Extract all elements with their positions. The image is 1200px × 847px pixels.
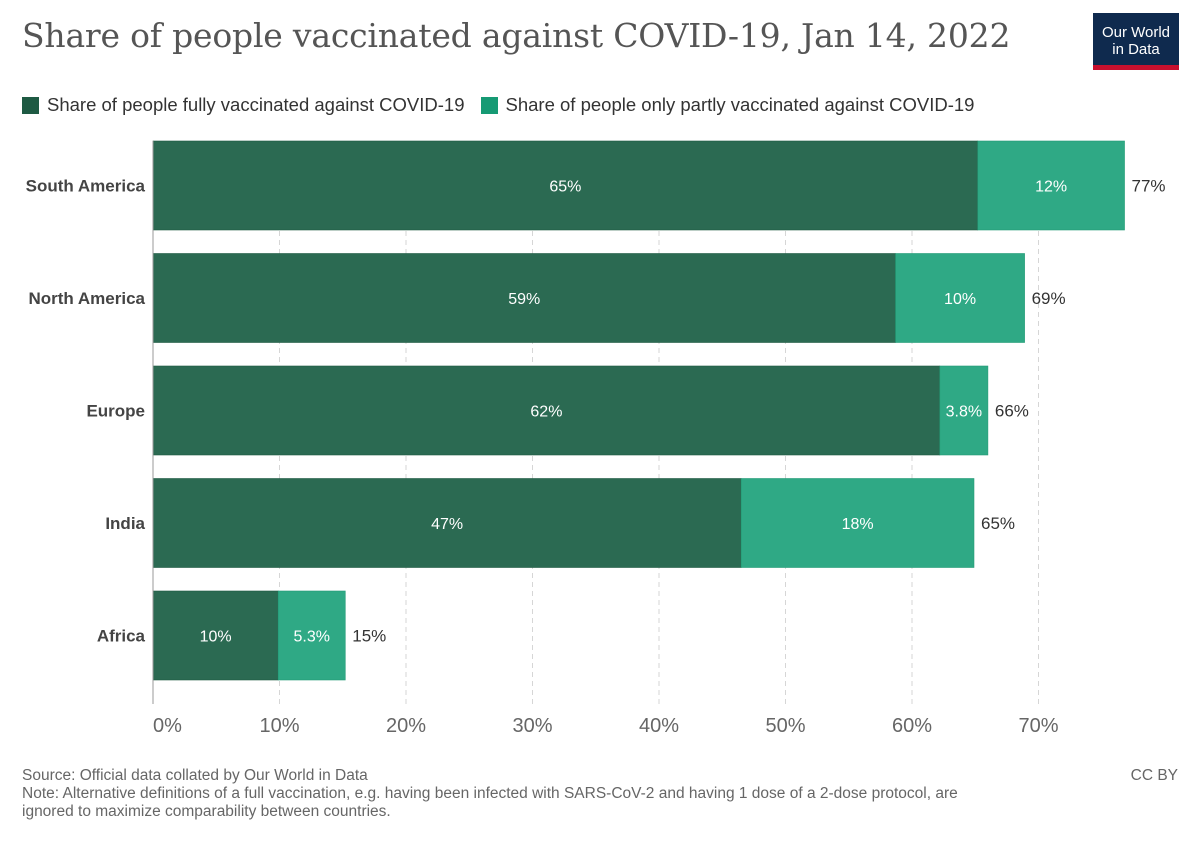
source-note: Source: Official data collated by Our Wo…	[22, 767, 1122, 821]
bar-fully-2	[152, 365, 941, 456]
x-tick-label-0: 0%	[153, 715, 182, 737]
bar-label-partly-2: 3.8%	[946, 404, 982, 421]
license-label[interactable]: CC BY	[1130, 767, 1178, 784]
logo-line-1: Our World	[1101, 24, 1171, 41]
bar-fully-0	[152, 140, 979, 231]
bar-partly-3	[740, 478, 975, 568]
bar-label-fully-3: 47%	[431, 516, 463, 533]
x-tick-label-20: 20%	[386, 715, 426, 737]
total-label-0: 77%	[1132, 177, 1166, 196]
total-label-2: 66%	[995, 402, 1029, 421]
total-label-1: 69%	[1032, 289, 1066, 308]
total-label-3: 65%	[981, 514, 1015, 533]
source-text: Source: Official data collated by Our Wo…	[22, 767, 368, 784]
bar-fully-4	[152, 590, 279, 681]
x-tick-label-70: 70%	[1018, 715, 1058, 737]
bar-label-partly-4: 5.3%	[294, 629, 330, 646]
bar-label-fully-4: 10%	[200, 629, 232, 646]
bar-chart: 65% 12% 77% South America 59% 10% 69% North Ame…	[26, 140, 1166, 737]
logo-line-2: in Data	[1112, 41, 1160, 58]
legend-item-fully[interactable]: Share of people fully vaccinated against…	[22, 94, 465, 116]
x-tick-label-50: 50%	[765, 715, 805, 737]
category-label-0: South America	[26, 177, 146, 196]
x-tick-label-60: 60%	[892, 715, 932, 737]
bar-partly-4	[277, 590, 346, 681]
x-tick-label-10: 10%	[259, 715, 299, 737]
bar-partly-2	[939, 365, 989, 456]
category-label-1: North America	[28, 289, 145, 308]
category-label-2: Europe	[86, 402, 145, 421]
bar-label-partly-0: 12%	[1035, 179, 1067, 196]
chart-title: Share of people vaccinated against COVID…	[22, 16, 1011, 55]
bar-fully-1	[152, 253, 896, 343]
bar-label-partly-3: 18%	[842, 516, 874, 533]
legend-swatch-partly	[480, 96, 498, 114]
total-label-4: 15%	[352, 627, 386, 646]
legend-label-fully: Share of people fully vaccinated against…	[47, 94, 465, 115]
bar-label-fully-2: 62%	[530, 404, 562, 421]
x-tick-label-30: 30%	[512, 715, 552, 737]
legend-label-partly: Share of people only partly vaccinated a…	[505, 94, 975, 115]
bar-partly-1	[895, 253, 1025, 343]
category-label-3: India	[105, 514, 145, 533]
bar-label-fully-0: 65%	[549, 179, 581, 196]
note-line-1: Note: Alternative definitions of a full …	[22, 785, 958, 802]
bar-label-fully-1: 59%	[508, 291, 540, 308]
chart-legend: Share of people fully vaccinated against…	[22, 94, 990, 116]
bar-label-partly-1: 10%	[944, 291, 976, 308]
bar-fully-3	[152, 478, 742, 568]
owid-logo[interactable]: Our World in Data	[1093, 13, 1179, 70]
category-label-4: Africa	[97, 627, 146, 646]
note-line-2: ignored to maximize comparability betwee…	[22, 803, 391, 820]
x-tick-label-40: 40%	[639, 715, 679, 737]
legend-item-partly[interactable]: Share of people only partly vaccinated a…	[480, 94, 975, 116]
bar-partly-0	[977, 140, 1125, 231]
legend-swatch-fully	[22, 96, 39, 114]
